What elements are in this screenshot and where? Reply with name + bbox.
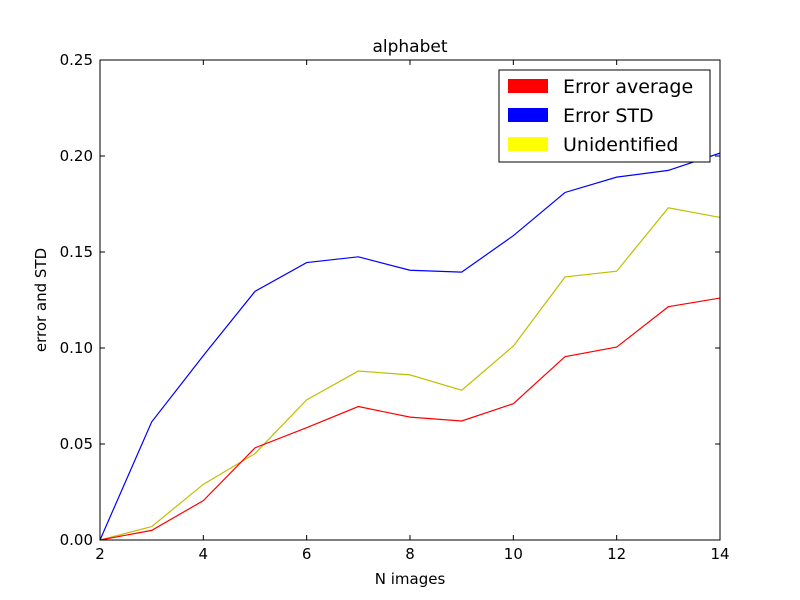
x-tick-label: 14 [710,545,729,563]
legend-swatch [508,79,548,93]
y-tick-label: 0.00 [60,531,93,549]
legend-swatch [508,108,548,122]
x-tick-label: 6 [302,545,312,563]
y-tick-label: 0.20 [60,147,93,165]
x-tick-label: 4 [199,545,209,563]
plot-frame [99,59,721,541]
series-line-error-std [99,152,721,541]
legend-label: Error STD [563,105,654,127]
legend-label: Error average [563,76,693,98]
x-tick-label: 8 [405,545,415,563]
legend-label: Unidentified [563,134,678,156]
legend-swatch [508,137,548,151]
chart-title: alphabet [372,37,447,57]
series-line-unidentified [99,207,721,541]
x-tick-label: 2 [95,545,105,563]
legend: Error average Error STD Unidentified [498,69,711,163]
x-axis-label: N images [375,570,446,588]
series-layer [99,152,721,541]
series-line-error-average [99,297,721,541]
y-tick-label: 0.15 [60,243,93,261]
y-tick-label: 0.25 [60,51,93,69]
x-tick-label: 12 [607,545,626,563]
x-tick-label: 10 [504,545,523,563]
y-axis-label: error and STD [32,248,50,352]
tick-layer: 2 4 6 8 10 12 14 0.00 0.05 0.10 0.15 0.20 0.25 [60,51,730,563]
y-tick-label: 0.05 [60,435,93,453]
y-tick-label: 0.10 [60,339,93,357]
